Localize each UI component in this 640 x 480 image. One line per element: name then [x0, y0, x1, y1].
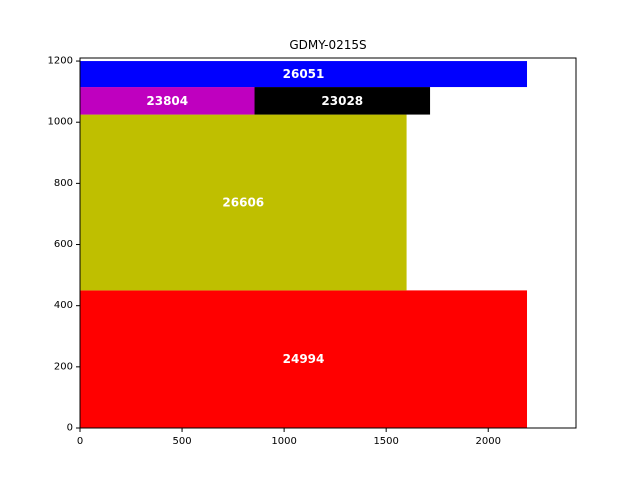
bar-rect-26606 [80, 114, 407, 291]
chart-title: GDMY-0215S [289, 38, 366, 52]
y-tick-label: 600 [54, 239, 73, 250]
x-tick-label: 500 [173, 436, 192, 447]
y-tick-label: 800 [54, 178, 73, 189]
x-tick-label: 2000 [476, 436, 501, 447]
bar-rect-23028 [254, 87, 431, 115]
bar-label-23804: 23804 [146, 94, 188, 108]
x-tick-label: 0 [77, 436, 83, 447]
plot-frame [79, 57, 577, 429]
x-axis: 0 500 1000 1500 2000 [77, 428, 501, 447]
y-tick-label: 0 [67, 423, 73, 434]
y-tick-label: 1000 [48, 117, 73, 128]
bar-rect-26051 [80, 61, 528, 88]
x-tick-label: 1500 [373, 436, 398, 447]
y-axis: 0 200 400 600 800 1000 1200 [48, 56, 80, 434]
y-tick-label: 200 [54, 361, 73, 372]
y-tick-label: 400 [54, 300, 73, 311]
plot-rects [80, 61, 528, 428]
bar-label-26051: 26051 [283, 67, 325, 81]
bar-rect-23804 [80, 87, 255, 115]
bar-label-23028: 23028 [321, 94, 363, 108]
y-tick-label: 1200 [48, 56, 73, 67]
bar-label-26606: 26606 [222, 195, 264, 209]
rect-labels: 24994 26606 23804 23028 26051 [146, 67, 363, 366]
bar-label-24994: 24994 [283, 352, 325, 366]
x-tick-label: 1000 [271, 436, 296, 447]
bar-rect-24994 [80, 290, 528, 428]
